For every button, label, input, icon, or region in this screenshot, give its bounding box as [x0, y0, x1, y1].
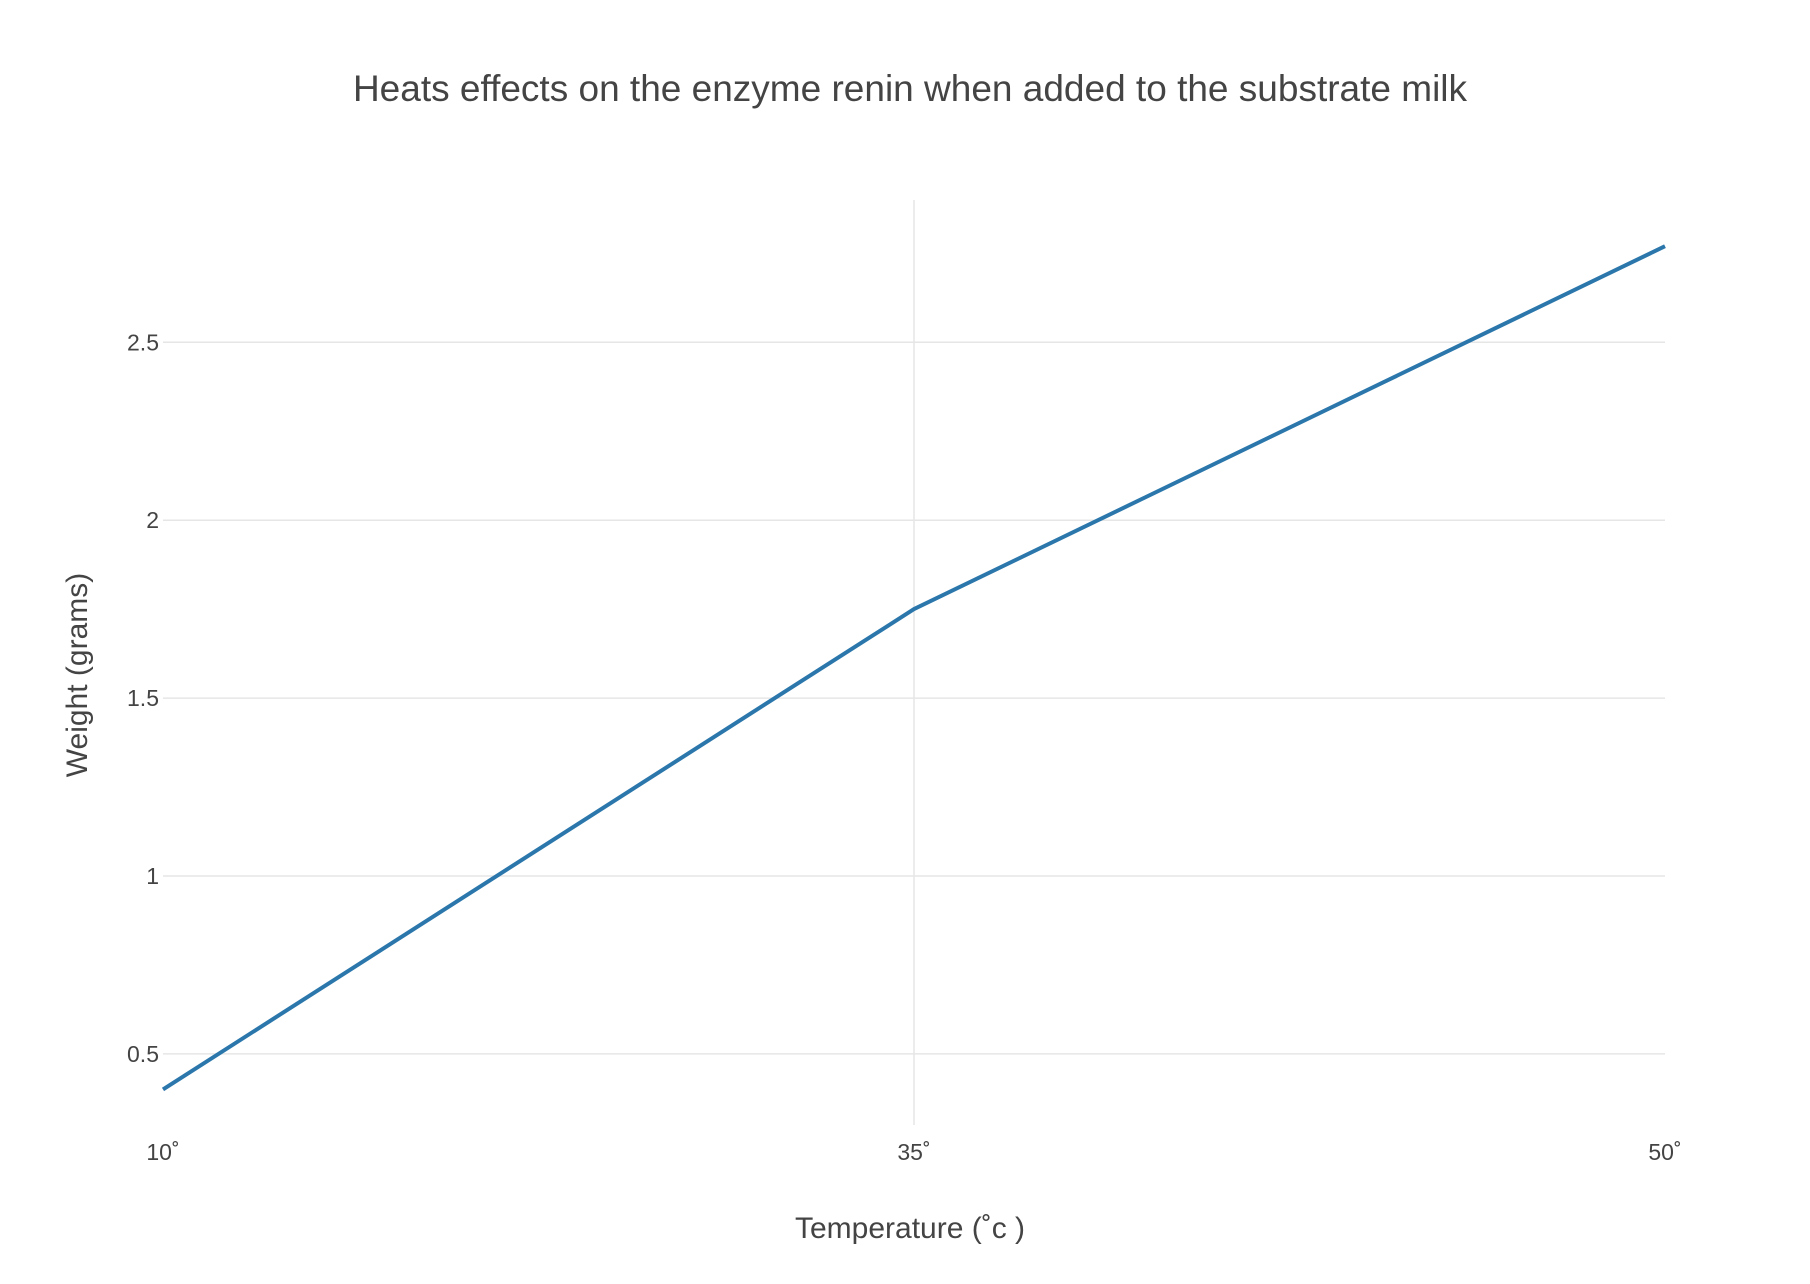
- series-line: [161, 244, 1666, 1092]
- y-tick-labels: 0.5 1 1.5 2 2.5: [127, 329, 159, 1067]
- y-tick-label: 2.5: [127, 329, 159, 355]
- x-tick-label: 35˚: [897, 1139, 930, 1165]
- x-tick-label: 50˚: [1648, 1139, 1681, 1165]
- y-tick-label: 2: [146, 507, 159, 533]
- chart-title: Heats effects on the enzyme renin when a…: [353, 68, 1468, 109]
- y-tick-label: 0.5: [127, 1041, 159, 1067]
- x-tick-labels: 10˚ 35˚ 50˚: [146, 1139, 1681, 1165]
- grid-layer: [163, 200, 1665, 1125]
- y-tick-label: 1.5: [127, 685, 159, 711]
- y-tick-label: 1: [146, 863, 159, 889]
- series-layer: [161, 244, 1666, 1092]
- x-tick-label: 10˚: [146, 1139, 179, 1165]
- y-axis-title: Weight (grams): [61, 573, 94, 778]
- x-axis-title: Temperature (˚c ): [795, 1212, 1025, 1245]
